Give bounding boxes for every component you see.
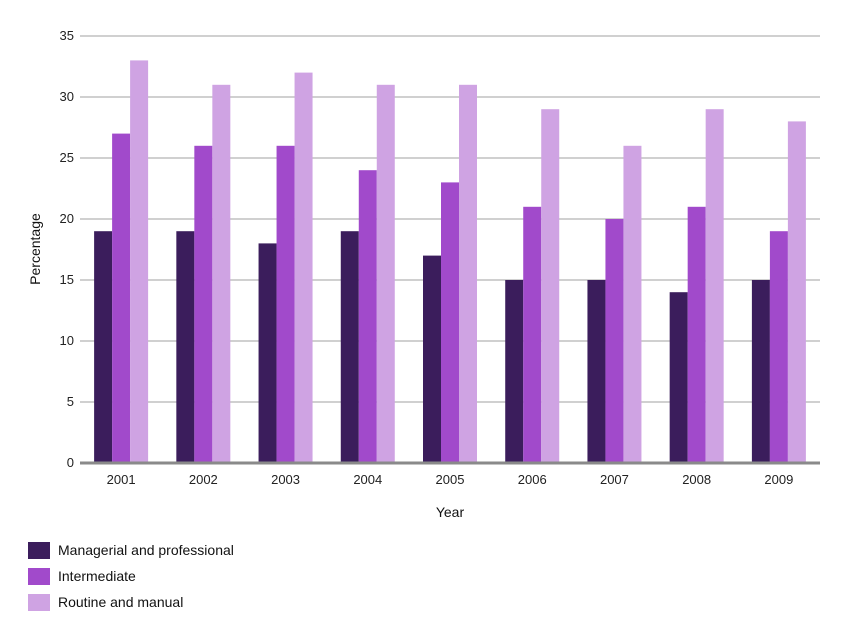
x-tick-label: 2004 <box>353 472 382 487</box>
y-tick-label: 35 <box>60 28 74 43</box>
bars <box>94 60 806 464</box>
x-tick-label: 2008 <box>682 472 711 487</box>
bar <box>194 145 213 464</box>
bar <box>787 121 806 464</box>
legend-label: Routine and manual <box>58 594 184 610</box>
x-tick-label: 2006 <box>518 472 547 487</box>
bar <box>423 255 441 463</box>
y-tick-label: 0 <box>67 455 74 470</box>
bar <box>605 219 624 463</box>
bar <box>112 133 131 463</box>
bar <box>687 206 706 464</box>
y-tick-label: 15 <box>60 272 74 287</box>
bar <box>541 109 560 463</box>
y-tick-label: 10 <box>60 333 74 348</box>
bar <box>587 280 606 463</box>
x-tick-label: 2003 <box>271 472 300 487</box>
y-tick-label: 20 <box>60 211 74 226</box>
legend: Managerial and professional Intermediate… <box>28 537 234 615</box>
y-tick-label: 30 <box>60 89 74 104</box>
bar-chart: 0 5 10 15 20 25 30 35 2001 2002 2003 2004 2005 2006 20… <box>27 28 820 520</box>
bar <box>340 231 359 463</box>
legend-swatch <box>28 593 50 611</box>
bar <box>523 206 542 464</box>
legend-label: Intermediate <box>58 568 136 584</box>
x-tick-label: 2001 <box>107 472 136 487</box>
bar <box>769 231 788 463</box>
bar <box>669 292 688 463</box>
x-tick-label: 2005 <box>436 472 465 487</box>
bar <box>705 109 724 463</box>
axes: 0 5 10 15 20 25 30 35 2001 2002 2003 2004 2005 2006 20… <box>60 28 820 487</box>
bar <box>94 231 113 463</box>
y-tick-label: 5 <box>67 394 74 409</box>
bar <box>276 145 295 464</box>
x-axis-title: Year <box>436 504 465 520</box>
bar <box>212 84 231 464</box>
x-tick-label: 2009 <box>764 472 793 487</box>
bar <box>623 145 642 464</box>
legend-item: Managerial and professional <box>28 537 234 563</box>
bar <box>258 243 277 463</box>
y-axis-title: Percentage <box>27 213 43 285</box>
bar <box>751 280 770 463</box>
bar <box>459 84 477 464</box>
bar <box>376 84 395 464</box>
legend-swatch <box>28 567 50 585</box>
legend-item: Routine and manual <box>28 589 234 615</box>
bar <box>441 182 459 463</box>
bar <box>130 60 149 464</box>
y-tick-label: 25 <box>60 150 74 165</box>
legend-item: Intermediate <box>28 563 234 589</box>
x-tick-label: 2002 <box>189 472 218 487</box>
legend-swatch <box>28 541 50 559</box>
bar <box>294 72 313 463</box>
bar <box>505 280 524 463</box>
bar <box>176 231 195 463</box>
x-tick-label: 2007 <box>600 472 629 487</box>
bar <box>358 170 377 463</box>
legend-label: Managerial and professional <box>58 542 234 558</box>
